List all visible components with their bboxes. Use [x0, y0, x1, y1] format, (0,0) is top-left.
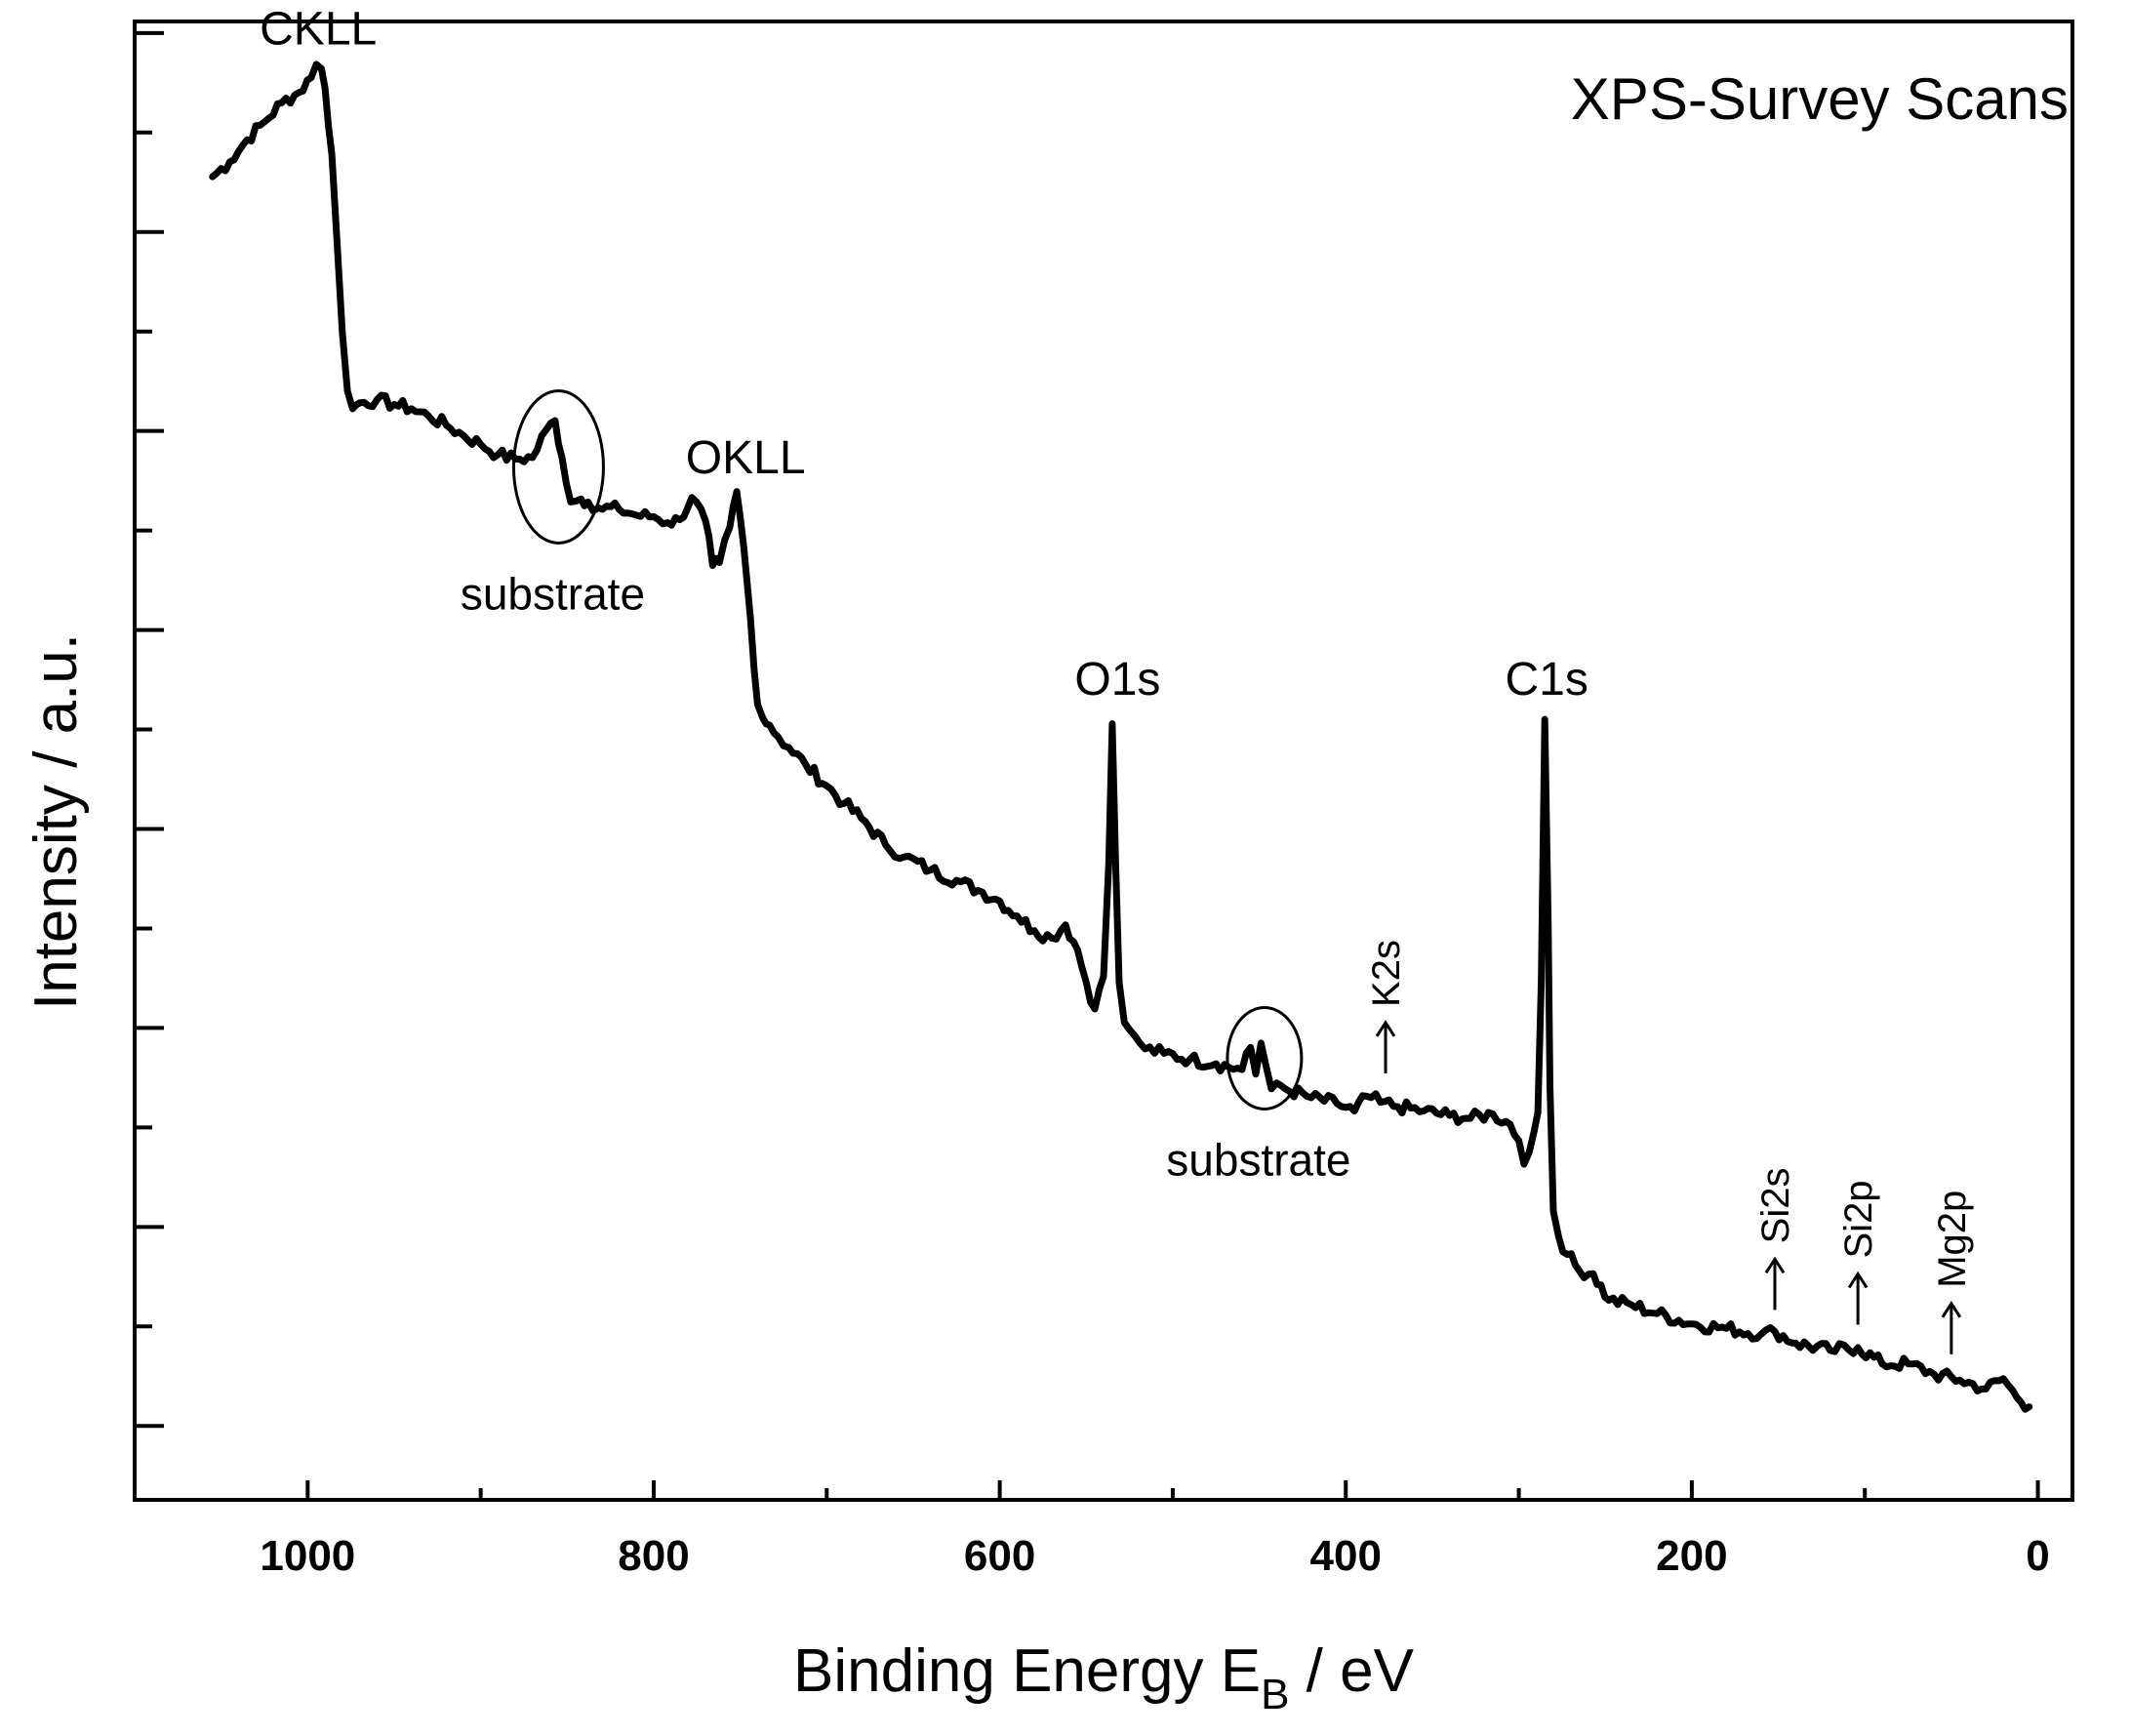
- substrate-circle: [1226, 1006, 1304, 1110]
- plot-frame: [133, 20, 2074, 1502]
- x-axis-title-main: Binding Energy E: [793, 1637, 1261, 1705]
- element-label-si2p: Si2p: [1837, 1180, 1880, 1258]
- x-tick-label: 600: [964, 1532, 1035, 1580]
- peak-label-ckll: CKLL: [260, 3, 377, 55]
- x-tick-label: 800: [618, 1532, 689, 1580]
- element-label-k2s: K2s: [1365, 940, 1408, 1007]
- spectrum-line: [209, 61, 2033, 1413]
- peak-label-c1s: C1s: [1505, 654, 1588, 706]
- x-tick-label: 1000: [260, 1532, 355, 1580]
- y-axis-ticks: [135, 30, 164, 1429]
- x-axis-ticks: 1000 800 600 400 200 0: [133, 1480, 2050, 1580]
- arrow-head-icon: [1847, 1271, 1869, 1289]
- y-axis-title: Intensity / a.u.: [22, 633, 90, 1010]
- element-label-si2s: Si2s: [1754, 1168, 1797, 1244]
- peak-label-okll: OKLL: [686, 432, 806, 484]
- arrow-head-icon: [1941, 1301, 1962, 1318]
- substrate-circle: [511, 389, 605, 545]
- substrate-label: substrate: [461, 569, 645, 620]
- substrate-label: substrate: [1166, 1135, 1350, 1186]
- x-tick-label: 0: [2026, 1532, 2049, 1580]
- peak-label-o1s: O1s: [1074, 654, 1160, 706]
- chart-title: XPS-Survey Scans: [1571, 66, 2069, 132]
- x-axis-title: Binding Energy EB / eV: [793, 1637, 1415, 1718]
- annotations: CKLL substrate OKLL O1s substrate K2s C1s Si2s S…: [260, 3, 1974, 1354]
- element-label-mg2p: Mg2p: [1931, 1191, 1974, 1288]
- arrow-head-icon: [1764, 1256, 1786, 1274]
- x-tick-label: 200: [1656, 1532, 1727, 1580]
- x-axis-title-subscript: B: [1261, 1671, 1289, 1718]
- x-axis-title-suffix: / eV: [1289, 1637, 1414, 1705]
- x-tick-label: 400: [1310, 1532, 1382, 1580]
- arrow-head-icon: [1375, 1020, 1396, 1037]
